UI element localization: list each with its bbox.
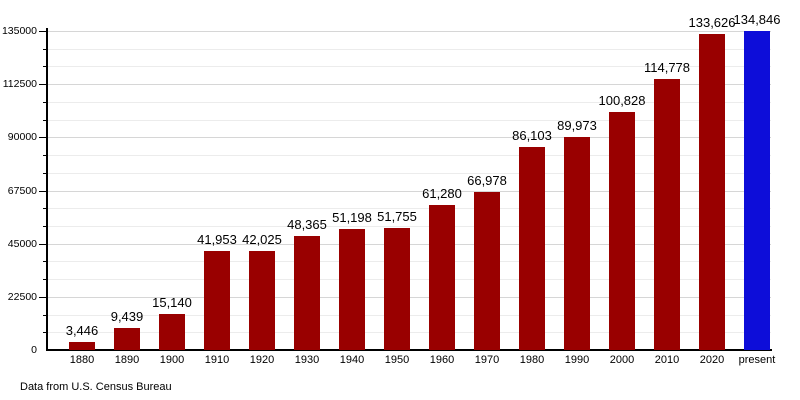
y-minor-tick [43,208,47,209]
x-axis-tick-label: 1910 [204,354,230,366]
y-major-tick [39,297,47,298]
source-note: Data from U.S. Census Bureau [20,381,172,393]
bar-value-label: 51,755 [377,208,417,224]
bar-2010 [654,78,680,350]
y-axis-line [46,28,48,351]
y-minor-tick [43,332,47,333]
y-major-tick [39,31,47,32]
x-axis-tick-label: 2010 [654,354,680,366]
x-axis-tick-label: 1940 [339,354,365,366]
y-minor-tick [43,279,47,280]
y-minor-tick [43,261,47,262]
y-minor-tick [43,66,47,67]
x-axis-tick-label: 1920 [249,354,275,366]
x-axis-line [46,349,772,351]
x-axis-tick-label: 1970 [474,354,500,366]
minor-gridline [47,120,771,121]
x-axis-tick-label: 1980 [519,354,545,366]
y-minor-tick [43,173,47,174]
bar-1890 [114,327,140,350]
bar-1990 [564,137,590,350]
bar-1980 [519,146,545,350]
y-axis-tick-label: 45000 [7,237,37,250]
bar-value-label: 42,025 [242,231,282,247]
y-minor-tick [43,155,47,156]
y-minor-tick [43,315,47,316]
y-axis-tick-label: 67500 [7,184,37,197]
minor-gridline [47,226,771,227]
minor-gridline [47,102,771,103]
y-minor-tick [43,49,47,50]
minor-gridline [47,49,771,50]
bar-value-label: 41,953 [197,231,237,247]
y-major-tick [39,191,47,192]
minor-gridline [47,173,771,174]
major-gridline [47,31,771,32]
major-gridline [47,191,771,192]
bar-value-label: 134,846 [733,12,781,28]
bar-1920 [249,250,275,350]
x-axis-tick-label: 2000 [609,354,635,366]
bar-value-label: 86,103 [512,127,552,143]
bar-1960 [429,205,455,350]
y-major-tick [39,244,47,245]
y-axis-tick-label: 22500 [7,290,37,303]
y-minor-tick [43,102,47,103]
bar-value-label: 61,280 [422,186,462,202]
bar-1900 [159,314,185,350]
y-axis-tick-label: 135000 [1,25,37,37]
x-axis-tick-label: 1930 [294,354,320,366]
bar-value-label: 9,439 [110,308,144,324]
x-axis-tick-label: 1950 [384,354,410,366]
x-axis-tick-label: 1880 [69,354,95,366]
x-axis-tick-label: 2020 [699,354,725,366]
bar-1940 [339,229,365,350]
x-axis-tick-label: 1900 [159,354,185,366]
bar-value-label: 3,446 [65,322,99,338]
y-minor-tick [43,120,47,121]
minor-gridline [47,155,771,156]
x-axis-tick-label: 1890 [114,354,140,366]
y-major-tick [39,84,47,85]
bar-present [744,31,770,350]
minor-gridline [47,66,771,67]
y-axis-tick-label: 90000 [7,131,37,144]
y-minor-tick [43,226,47,227]
bar-1970 [474,191,500,350]
bar-2000 [609,111,635,350]
bar-value-label: 89,973 [557,118,597,134]
bar-value-label: 66,978 [467,172,507,188]
y-major-tick [39,137,47,138]
bar-value-label: 48,365 [287,216,327,232]
y-axis-tick-label: 112500 [2,78,37,91]
bar-1950 [384,227,410,350]
bar-value-label: 100,828 [598,92,646,108]
bar-value-label: 133,626 [688,15,736,31]
x-axis-tick-label: present [738,354,776,366]
bar-value-label: 15,140 [152,295,192,311]
bar-value-label: 114,778 [643,59,691,75]
bar-1880 [69,341,95,350]
x-axis-tick-label: 1960 [429,354,455,366]
bar-1910 [204,250,230,350]
major-gridline [47,84,771,85]
bar-value-label: 51,198 [332,210,372,226]
major-gridline [47,137,771,138]
bar-2020 [699,34,725,350]
minor-gridline [47,208,771,209]
bar-1930 [294,235,320,350]
y-axis-tick-label: 0 [31,344,37,356]
x-axis-tick-label: 1990 [564,354,590,366]
